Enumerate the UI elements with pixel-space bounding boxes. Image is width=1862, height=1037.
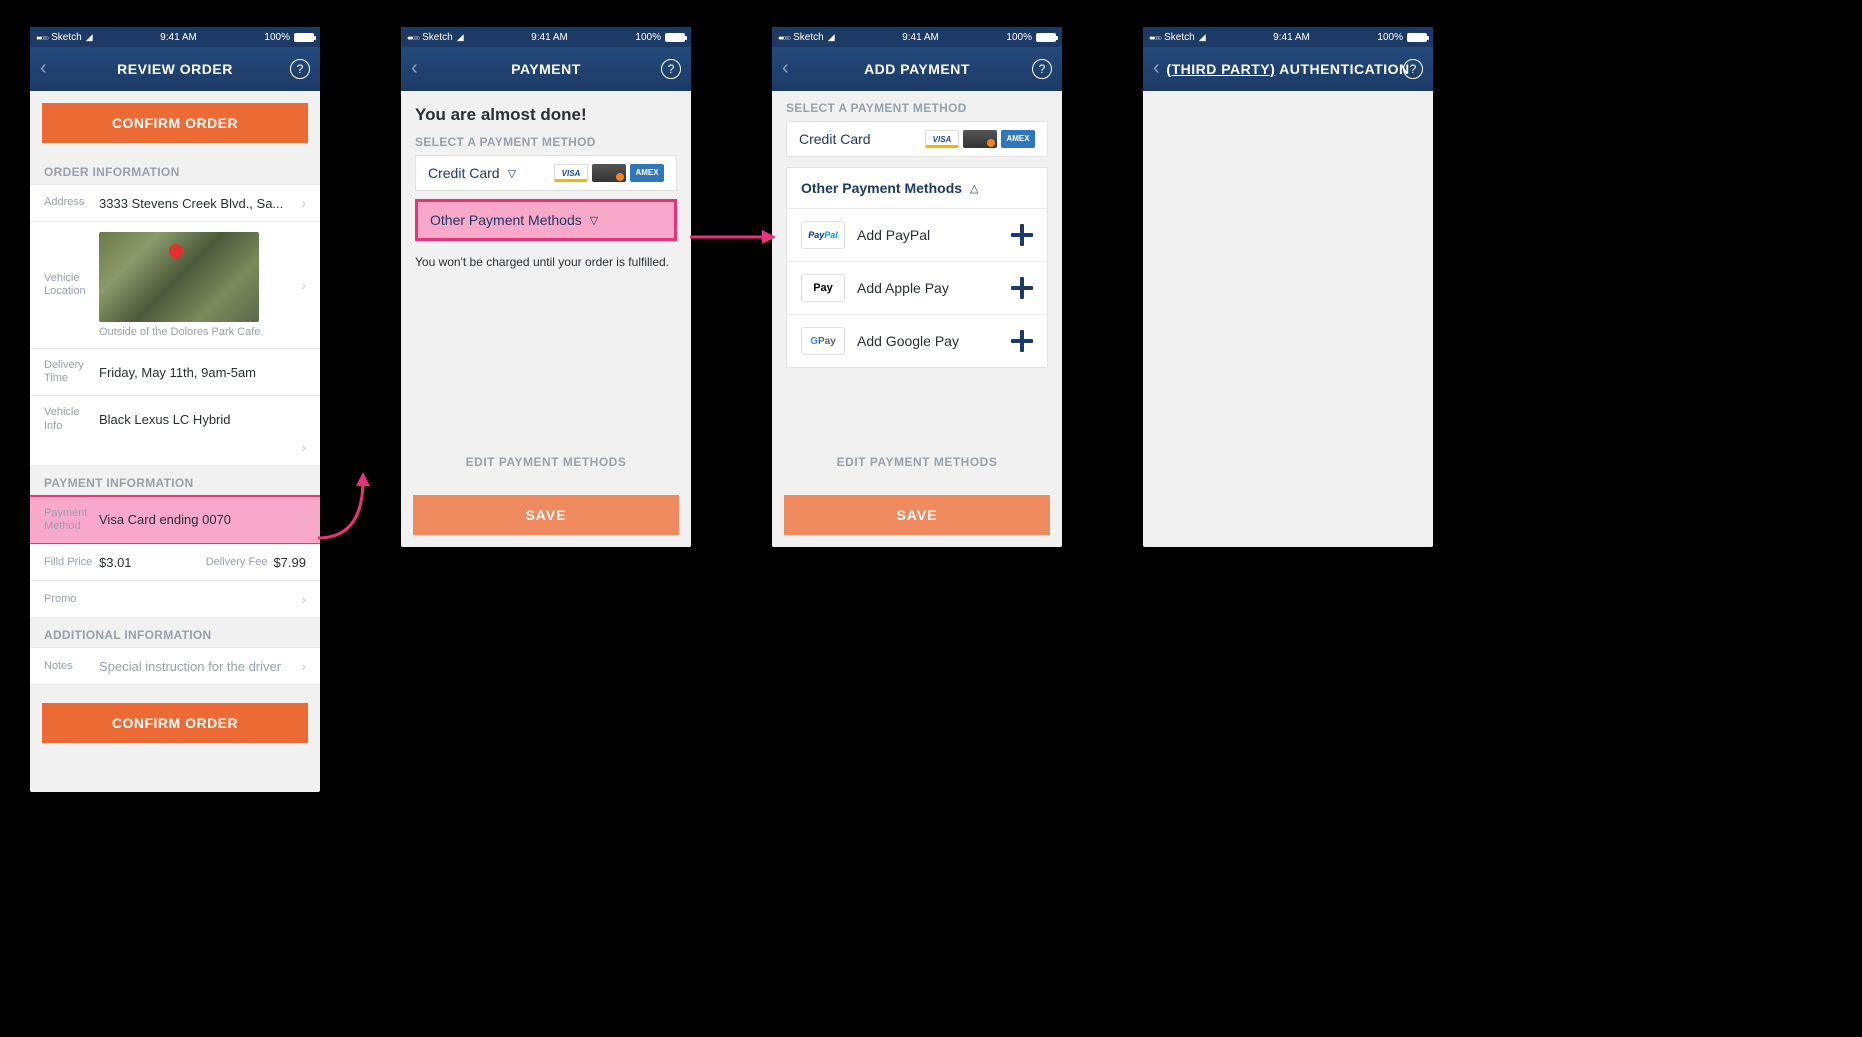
section-additional-info: ADDITIONAL INFORMATION (30, 618, 320, 648)
flow-arrow-1 (318, 480, 413, 560)
help-icon[interactable]: ? (661, 59, 681, 79)
page-title: ADD PAYMENT (864, 61, 970, 77)
plus-icon (1011, 224, 1033, 246)
screen-third-party-auth: Sketch 9:41 AM 100% ‹ (THIRD PARTY) AUTH… (1143, 27, 1433, 547)
edit-payment-methods-link[interactable]: EDIT PAYMENT METHODS (401, 441, 691, 483)
paypal-logo-icon: PayPal (801, 221, 845, 249)
navbar: ‹ REVIEW ORDER ? (30, 47, 320, 91)
map-thumbnail (99, 232, 259, 322)
row-payment-method[interactable]: Payment Method Visa Card ending 0070 › (30, 495, 320, 545)
page-title: REVIEW ORDER (117, 61, 233, 77)
other-payment-methods-header[interactable]: Other Payment Methods △ (787, 168, 1047, 208)
google-pay-logo-icon: G Pay (801, 327, 845, 355)
back-icon[interactable]: ‹ (782, 57, 789, 80)
chevron-down-icon: ▽ (508, 167, 516, 180)
row-address[interactable]: Address 3333 Stevens Creek Blvd., Sa... … (30, 184, 320, 222)
row-notes[interactable]: Notes Special instruction for the driver… (30, 647, 320, 685)
add-paypal-row[interactable]: PayPal Add PayPal (787, 208, 1047, 261)
help-icon[interactable]: ? (1032, 59, 1052, 79)
navbar: ‹ ADD PAYMENT ? (772, 47, 1062, 91)
back-icon[interactable]: ‹ (40, 57, 47, 80)
map-caption: Outside of the Dolores Park Cafe. (99, 322, 301, 338)
plus-icon (1011, 277, 1033, 299)
amex-card-icon: AMEX (1001, 130, 1035, 148)
chevron-up-icon: △ (970, 182, 978, 195)
edit-payment-methods-link[interactable]: EDIT PAYMENT METHODS (772, 441, 1062, 483)
help-icon[interactable]: ? (1403, 59, 1423, 79)
status-bar: Sketch 9:41 AM 100% (1143, 27, 1433, 47)
navbar: ‹ (THIRD PARTY) AUTHENTICATION ? (1143, 47, 1433, 91)
arrow-head-icon (762, 230, 776, 244)
select-payment-label: SELECT A PAYMENT METHOD (772, 91, 1062, 121)
back-icon[interactable]: ‹ (1153, 57, 1160, 80)
status-bar: Sketch 9:41 AM 100% (772, 27, 1062, 47)
screen-review-order: Sketch 9:41 AM 100% ‹ REVIEW ORDER ? CON… (30, 27, 320, 792)
credit-card-selector[interactable]: Credit Card VISA AMEX (786, 121, 1048, 157)
row-vehicle-location[interactable]: Vehicle Location Outside of the Dolores … (30, 221, 320, 349)
section-order-info: ORDER INFORMATION (30, 155, 320, 185)
chevron-right-icon: › (301, 277, 306, 293)
heading-almost-done: You are almost done! (401, 91, 691, 129)
select-payment-label: SELECT A PAYMENT METHOD (401, 129, 691, 155)
flow-arrow-2 (690, 232, 772, 242)
help-icon[interactable]: ? (290, 59, 310, 79)
save-button[interactable]: SAVE (784, 495, 1050, 535)
map-pin-icon (166, 241, 186, 261)
arrow-head-icon (356, 472, 370, 486)
discover-card-icon (963, 130, 997, 148)
apple-pay-logo-icon: Pay (801, 274, 845, 302)
screen-add-payment: Sketch 9:41 AM 100% ‹ ADD PAYMENT ? SELE… (772, 27, 1062, 547)
chevron-down-icon: ▽ (590, 214, 598, 227)
charge-note: You won't be charged until your order is… (401, 241, 691, 283)
page-title: PAYMENT (511, 61, 581, 77)
visa-card-icon: VISA (925, 130, 959, 148)
amex-card-icon: AMEX (630, 164, 664, 182)
add-google-pay-row[interactable]: G Pay Add Google Pay (787, 314, 1047, 367)
navbar: ‹ PAYMENT ? (401, 47, 691, 91)
screen-payment: Sketch 9:41 AM 100% ‹ PAYMENT ? You are … (401, 27, 691, 547)
row-price: Filld Price $3.01 Delivery Fee $7.99 (30, 544, 320, 581)
other-payment-methods-row[interactable]: Other Payment Methods ▽ (415, 199, 677, 241)
chevron-right-icon: › (44, 433, 306, 455)
visa-card-icon: VISA (554, 164, 588, 182)
plus-icon (1011, 330, 1033, 352)
status-bar: Sketch 9:41 AM 100% (401, 27, 691, 47)
discover-card-icon (592, 164, 626, 182)
save-button[interactable]: SAVE (413, 495, 679, 535)
chevron-right-icon: › (301, 195, 306, 211)
confirm-order-button-bottom[interactable]: CONFIRM ORDER (42, 703, 308, 743)
chevron-right-icon: › (301, 512, 306, 528)
credit-card-selector[interactable]: Credit Card ▽ VISA AMEX (415, 155, 677, 191)
status-bar: Sketch 9:41 AM 100% (30, 27, 320, 47)
chevron-right-icon: › (301, 591, 306, 607)
row-delivery-time[interactable]: Delivery Time Friday, May 11th, 9am-5am (30, 348, 320, 396)
add-apple-pay-row[interactable]: Pay Add Apple Pay (787, 261, 1047, 314)
page-title: (THIRD PARTY) AUTHENTICATION (1166, 61, 1409, 77)
back-icon[interactable]: ‹ (411, 57, 418, 80)
section-payment-info: PAYMENT INFORMATION (30, 466, 320, 496)
confirm-order-button[interactable]: CONFIRM ORDER (42, 103, 308, 143)
chevron-right-icon: › (301, 658, 306, 674)
row-promo[interactable]: Promo › (30, 580, 320, 618)
other-payment-methods-card: Other Payment Methods △ PayPal Add PayPa… (786, 167, 1048, 368)
row-vehicle-info[interactable]: Vehicle Info Black Lexus LC Hybrid › (30, 395, 320, 465)
